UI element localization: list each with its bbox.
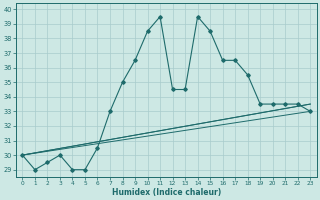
X-axis label: Humidex (Indice chaleur): Humidex (Indice chaleur): [112, 188, 221, 197]
